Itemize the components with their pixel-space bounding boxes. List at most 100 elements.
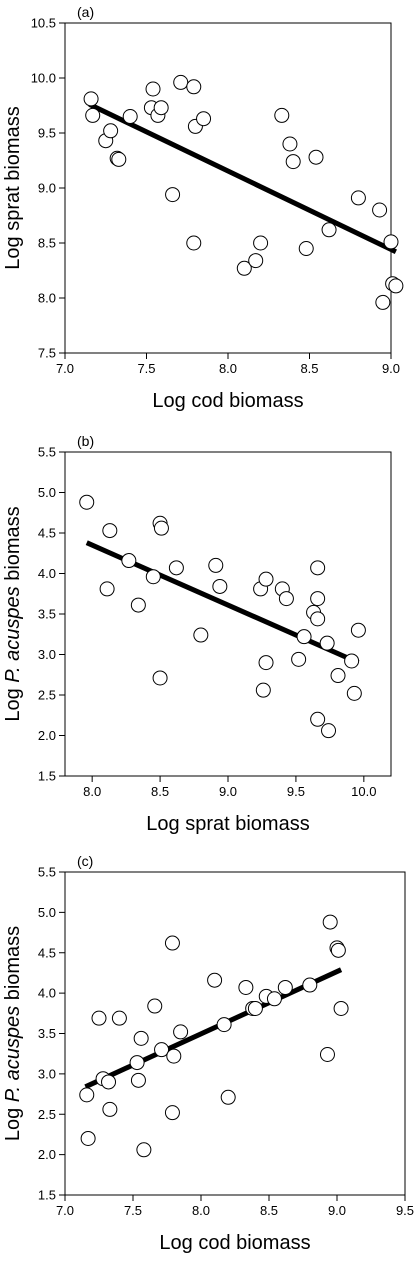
data-point: [372, 202, 388, 218]
data-point: [330, 668, 346, 684]
data-point: [111, 1010, 127, 1026]
data-point: [216, 1017, 232, 1033]
y-tick-label: 3.5: [38, 1026, 56, 1041]
x-tick-label: 7.5: [124, 1203, 142, 1218]
data-point: [296, 629, 312, 645]
data-point: [83, 91, 99, 107]
data-point: [145, 81, 161, 97]
data-point: [164, 1105, 180, 1121]
data-point: [253, 235, 269, 251]
data-point: [153, 100, 169, 116]
y-tick-label: 2.0: [38, 1147, 56, 1162]
data-point: [375, 294, 391, 310]
data-point: [236, 260, 252, 276]
data-point: [388, 278, 404, 294]
data-point: [220, 1089, 236, 1105]
x-tick-label: 8.5: [151, 784, 169, 799]
x-tick-label: 9.0: [328, 1203, 346, 1218]
y-tick-label: 4.5: [38, 526, 56, 541]
data-point: [136, 1142, 152, 1158]
data-point: [298, 241, 314, 256]
data-point: [308, 149, 324, 165]
regression-line: [88, 102, 397, 255]
data-point: [207, 972, 223, 988]
x-tick-label: 8.5: [300, 361, 318, 376]
y-tick-label: 1.5: [38, 769, 56, 784]
data-point: [266, 991, 282, 1007]
data-point: [102, 1101, 118, 1117]
data-point: [310, 560, 326, 576]
data-point: [208, 557, 224, 573]
data-point: [173, 74, 189, 90]
x-axis-label: Log cod biomass: [159, 1232, 310, 1254]
data-point: [346, 685, 362, 701]
x-tick-label: 8.0: [83, 784, 101, 799]
x-tick-label: 9.0: [219, 784, 237, 799]
data-point: [130, 1072, 146, 1088]
y-axis-label-text: Log sprat biomass: [2, 106, 24, 269]
data-point: [129, 1055, 145, 1071]
data-point: [111, 151, 127, 167]
data-point: [152, 670, 168, 686]
data-point: [238, 979, 254, 995]
y-axis-label-suffix: biomass: [2, 506, 24, 586]
y-axis-label-species: P. acuspes: [2, 1006, 24, 1102]
data-point: [91, 1010, 107, 1026]
data-point: [130, 597, 146, 613]
data-point: [350, 622, 366, 638]
data-point: [164, 935, 180, 951]
data-point: [282, 136, 298, 152]
data-point: [99, 581, 115, 597]
x-tick-label: 8.5: [260, 1203, 278, 1218]
data-point: [321, 222, 337, 238]
data-point: [310, 591, 326, 607]
data-point: [319, 1046, 335, 1062]
data-point: [145, 569, 161, 585]
y-tick-label: 10.0: [31, 71, 56, 86]
y-tick-label: 2.5: [38, 1107, 56, 1122]
data-point: [103, 123, 119, 139]
data-point: [333, 1000, 349, 1016]
panel-label: (c): [77, 853, 93, 869]
data-point: [319, 635, 335, 651]
data-point: [79, 1087, 95, 1103]
y-axis-label-text: Log: [2, 683, 24, 722]
y-tick-label: 5.5: [38, 865, 56, 880]
data-point: [291, 651, 307, 667]
y-tick-label: 5.5: [38, 445, 56, 460]
y-tick-label: 5.0: [38, 905, 56, 920]
y-tick-label: 3.0: [38, 647, 56, 662]
y-tick-label: 4.0: [38, 986, 56, 1001]
data-point: [322, 914, 338, 930]
y-axis-label-species: P. acuspes: [2, 586, 24, 682]
x-axis-label: Log cod biomass: [152, 390, 303, 412]
data-point: [154, 1042, 170, 1058]
y-tick-label: 3.0: [38, 1066, 56, 1081]
data-point: [101, 1074, 117, 1090]
data-point: [278, 591, 294, 607]
y-axis-label: Log P. acuspes biomass: [2, 926, 24, 1141]
y-axis-label-suffix: biomass: [2, 926, 24, 1006]
chart-panel: 7.0 7.5 8.0 8.5 9.07.58.08.59.09.510.010.5(a…: [2, 4, 404, 412]
data-point: [247, 1000, 263, 1016]
data-point: [350, 190, 366, 206]
x-tick-label: 9.5: [287, 784, 305, 799]
data-point: [133, 1030, 149, 1046]
chart-panel: 7.0 7.5 8.0 8.5 9.0 9.5 1.5 2.0 2.5 3.0 3.5 4.0 4.5 5…: [2, 853, 414, 1254]
y-tick-label: 7.5: [38, 346, 56, 361]
data-point: [168, 560, 184, 576]
data-point: [193, 627, 209, 643]
data-point: [196, 111, 212, 127]
data-point: [122, 109, 138, 124]
data-point: [383, 234, 399, 250]
y-tick-label: 9.5: [38, 126, 56, 141]
plot-frame: [64, 871, 406, 1196]
x-tick-label: 9.0: [382, 361, 400, 376]
panel-label: (b): [77, 433, 94, 449]
data-point: [186, 235, 202, 251]
data-point: [85, 107, 101, 123]
data-point: [153, 520, 169, 536]
data-point: [344, 653, 360, 669]
data-point: [79, 494, 95, 510]
data-point: [330, 942, 346, 958]
